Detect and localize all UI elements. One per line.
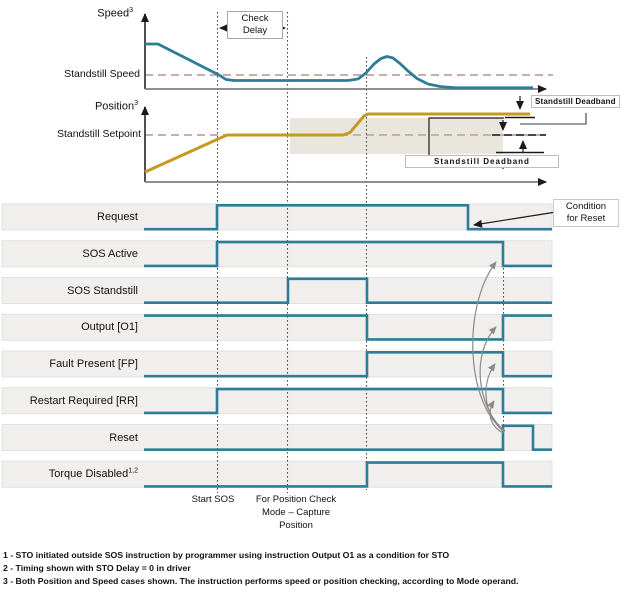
waveform-output-o1 — [144, 314, 552, 341]
check-delay-label: Check Delay — [227, 11, 283, 39]
analog-traces — [144, 42, 533, 174]
row-band-request — [1, 203, 553, 231]
row-bands — [1, 203, 553, 488]
standstill-setpoint-label: Standstill Setpoint — [56, 128, 141, 140]
condition-for-reset-arrow — [473, 211, 557, 228]
row-label-torque-disabled: Torque Disabled1,2 — [48, 467, 138, 481]
waveform-reset — [144, 424, 552, 451]
row-band-torque-disabled — [1, 460, 553, 488]
waveform-sos-standstill — [144, 277, 552, 304]
row-label-sos-standstill: SOS Standstill — [67, 284, 138, 297]
row-band-sos-standstill — [1, 277, 553, 304]
row-label-fault-present-fp: Fault Present [FP] — [49, 358, 138, 370]
annotation-overlay — [219, 24, 587, 434]
standstill-deadband-label-bottom: Standstill Deadband — [405, 155, 559, 168]
start-sos-label: Start SOS — [191, 494, 235, 505]
position-trace — [144, 112, 530, 174]
row-band-sos-active — [1, 240, 553, 268]
standstill-speed-label: Standstill Speed — [64, 68, 140, 80]
footnotes: 1 - STO initiated outside SOS instructio… — [3, 549, 623, 589]
waveform-request — [144, 204, 552, 231]
waveform-fault-present-fp — [144, 351, 552, 378]
deadband-leader-top — [520, 113, 587, 125]
standstill-deadband-label-top: Standstill Deadband — [531, 95, 620, 108]
footnote-3: 3 - Both Position and Speed cases shown.… — [3, 576, 519, 587]
row-label-request: Request — [97, 211, 138, 223]
speed-trace — [145, 42, 533, 90]
row-label-restart-required-rr: Restart Required [RR] — [29, 394, 138, 407]
waveform-restart-required-rr — [144, 387, 552, 415]
deadband-leader-bottom — [428, 117, 504, 155]
position-axis-label: Position3 — [94, 100, 138, 113]
footnote-1: 1 - STO initiated outside SOS instructio… — [3, 550, 450, 560]
digital-waveforms — [144, 204, 552, 488]
footnote-2: 2 - Timing shown with STO Delay = 0 in d… — [3, 563, 191, 574]
condition-for-reset-label: Condition for Reset — [553, 199, 619, 227]
reset-arc-output — [479, 326, 506, 432]
waveform-sos-active — [144, 240, 552, 268]
row-band-restart-required-rr — [1, 387, 553, 415]
reset-arc-restart — [487, 400, 504, 434]
row-label-sos-active: SOS Active — [82, 247, 138, 260]
waveform-torque-disabled — [144, 461, 552, 488]
row-band-output-o1 — [1, 313, 553, 341]
reset-arc-fault — [485, 363, 505, 433]
row-label-output-o1: Output [O1] — [81, 321, 138, 334]
row-label-reset: Reset — [109, 431, 138, 444]
speed-axis-label: Speed3 — [97, 7, 133, 20]
position-check-label: For Position Check Mode – Capture Positi… — [255, 494, 337, 531]
